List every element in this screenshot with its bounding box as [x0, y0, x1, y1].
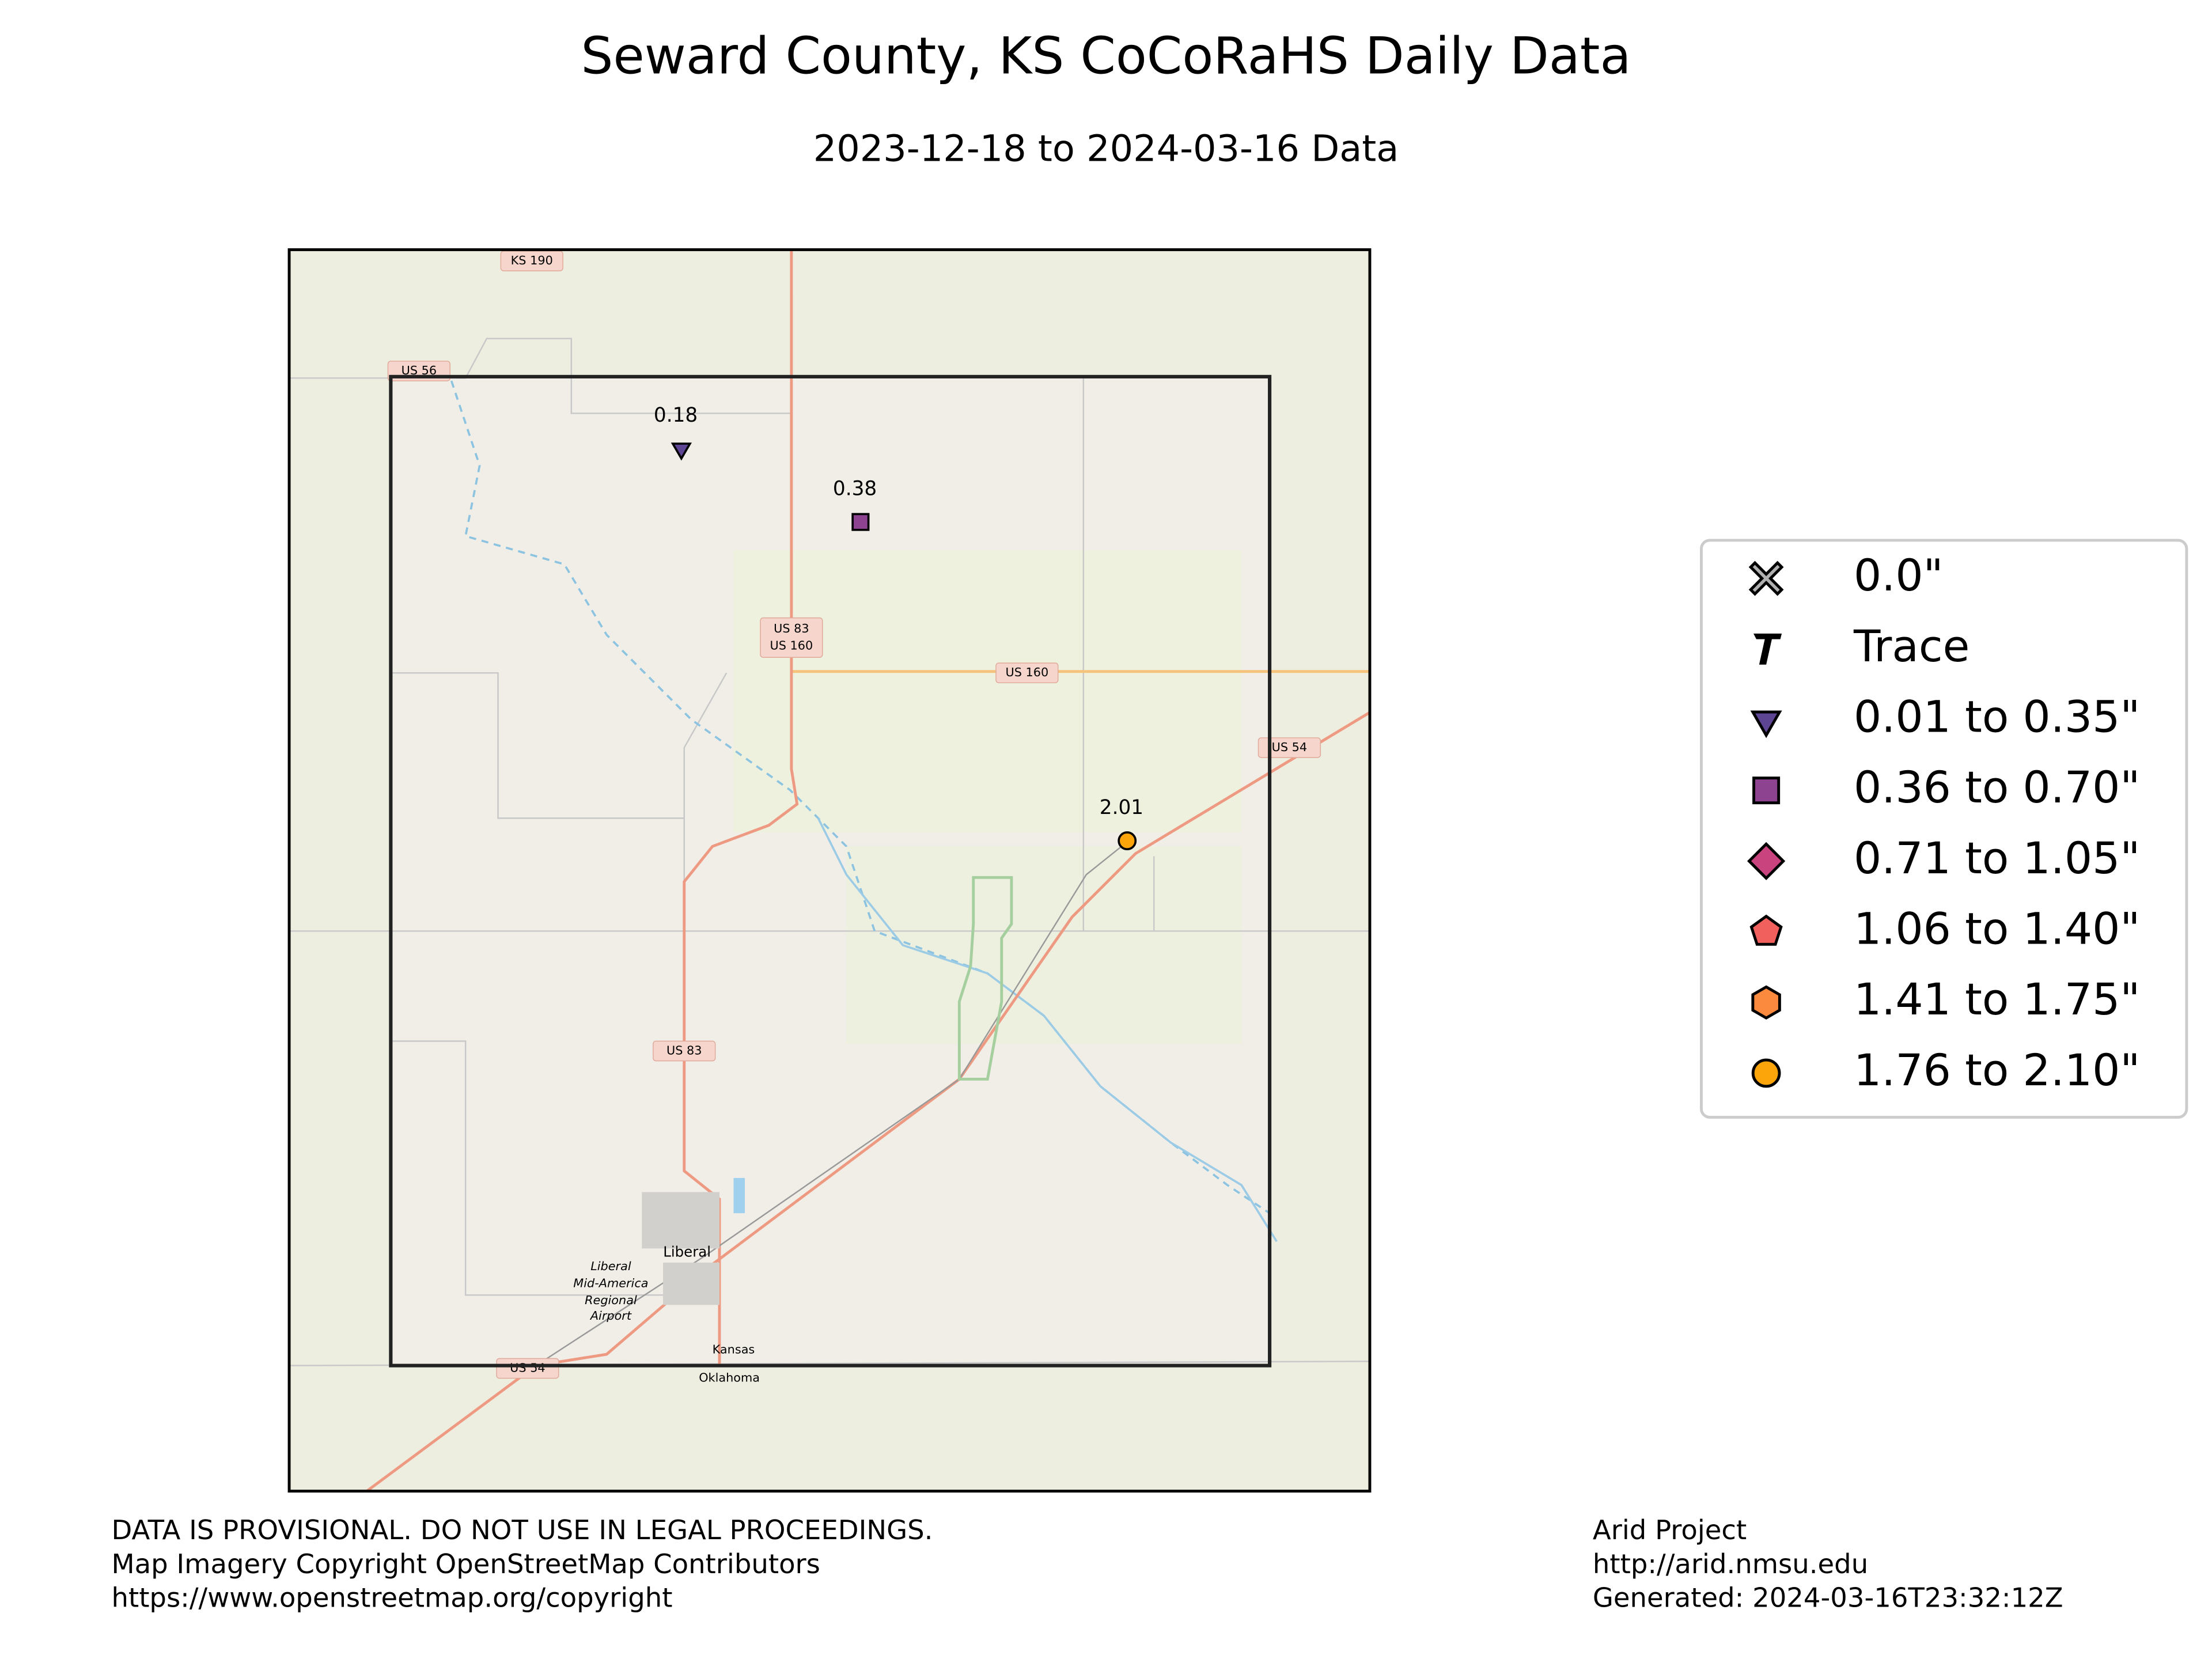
map-label: US 83 — [774, 622, 809, 635]
map-label: Liberal — [663, 1244, 711, 1260]
legend-label: 1.06 to 1.40" — [1854, 904, 2140, 955]
map-label: US 54 — [1272, 740, 1308, 754]
footer-right: http://arid.nmsu.edu — [1593, 1548, 1868, 1580]
map-label: Mid-America — [573, 1277, 648, 1290]
legend-label: 1.41 to 1.75" — [1854, 974, 2140, 1025]
legend-label: Trace — [1853, 621, 1969, 672]
legend-label: 0.0" — [1854, 550, 1944, 601]
us-83 — [683, 249, 799, 1366]
marker-circle — [1118, 831, 1137, 850]
marker-square — [1752, 777, 1781, 805]
stations: 0.18 0.38 2.01 — [654, 404, 1143, 850]
legend-box — [1700, 539, 2188, 1119]
station-label: 0.38 — [833, 477, 877, 500]
fields — [733, 550, 1242, 1044]
legend-label: 0.36 to 0.70" — [1854, 762, 2140, 813]
legend: 0.0" Trace 0.01 to 0.35" 0.36 to 0.70" 0.71 … — [1700, 539, 2188, 1119]
footer-left: DATA IS PROVISIONAL. DO NOT USE IN LEGAL… — [111, 1514, 933, 1546]
map-label: US 54 — [510, 1361, 545, 1375]
marker-circle — [1751, 1058, 1781, 1088]
park — [957, 876, 1013, 1081]
title: Seward County, KS CoCoRaHS Daily Data — [581, 26, 1631, 85]
road-shield — [995, 662, 1059, 684]
road-shield — [1257, 737, 1321, 758]
road-shield — [496, 1358, 559, 1379]
station-label: 0.18 — [654, 404, 698, 427]
marker-t — [1753, 633, 1782, 665]
footer-right: Arid Project — [1593, 1514, 1747, 1546]
footer-right: Generated: 2024-03-16T23:32:12Z — [1593, 1582, 2063, 1613]
marker-x — [1748, 560, 1784, 596]
map-frame — [287, 248, 1372, 1493]
map-label: Oklahoma — [699, 1371, 760, 1385]
legend-label: 1.76 to 2.10" — [1854, 1045, 2140, 1096]
marker-square — [851, 513, 870, 531]
marker-hexagon — [1751, 985, 1781, 1020]
county-boundary — [389, 374, 1272, 1368]
marker-diamond — [1747, 842, 1786, 880]
road-shield — [760, 617, 823, 658]
road-shield — [653, 1040, 716, 1062]
map-label: Airport — [589, 1309, 632, 1323]
marker-triangle — [671, 442, 692, 461]
legend-label: 0.01 to 0.35" — [1854, 691, 2140, 742]
legend-label: 0.71 to 1.05" — [1854, 833, 2140, 884]
marker-triangle — [1750, 710, 1782, 738]
town — [642, 1177, 745, 1305]
marker-pentagon — [1749, 914, 1783, 946]
map-label: US 83 — [666, 1043, 702, 1057]
map-label: US 160 — [770, 639, 813, 653]
map-label: KS 190 — [511, 253, 553, 267]
map-label: Regional — [585, 1293, 637, 1307]
map-label: US 160 — [1005, 665, 1048, 679]
river — [817, 817, 1278, 1243]
footer-left: Map Imagery Copyright OpenStreetMap Cont… — [111, 1548, 820, 1580]
subtitle: 2023-12-18 to 2024-03-16 Data — [813, 128, 1399, 171]
footer: DATA IS PROVISIONAL. DO NOT USE IN LEGAL… — [111, 1514, 2063, 1613]
station-label: 2.01 — [1100, 796, 1143, 819]
map-label: Kansas — [713, 1343, 755, 1357]
footer-left: https://www.openstreetmap.org/copyright — [111, 1582, 672, 1613]
minor-roads — [289, 338, 1370, 1366]
map-label: Liberal — [590, 1259, 631, 1273]
